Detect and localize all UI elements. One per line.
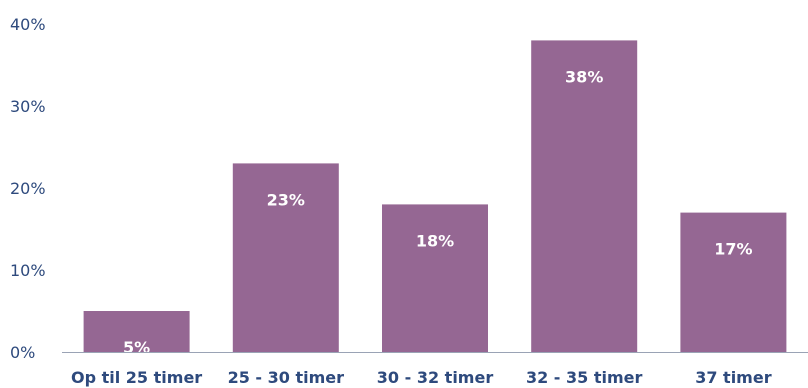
data-label: 23% xyxy=(267,190,305,209)
data-label: 38% xyxy=(565,67,603,86)
data-label: 18% xyxy=(416,231,454,250)
x-category-label: 30 - 32 timer xyxy=(377,368,494,387)
bars xyxy=(83,40,787,353)
bar xyxy=(382,204,488,352)
data-label: 17% xyxy=(714,240,752,259)
y-tick-label: 0% xyxy=(10,343,35,362)
bar xyxy=(232,163,339,352)
y-axis-tick-labels: 0% 10% 20% 30% 40% xyxy=(10,15,46,362)
data-label: 5% xyxy=(123,338,150,357)
x-category-label: Op til 25 timer xyxy=(71,368,202,387)
bar xyxy=(83,311,190,352)
bar xyxy=(680,212,787,352)
x-axis-category-labels: Op til 25 timer 25 - 30 timer 30 - 32 time… xyxy=(71,368,772,387)
x-category-label: 37 timer xyxy=(695,368,771,387)
y-tick-label: 40% xyxy=(10,15,46,34)
y-tick-label: 30% xyxy=(10,97,46,116)
y-tick-label: 20% xyxy=(10,179,46,198)
x-category-label: 25 - 30 timer xyxy=(228,368,345,387)
y-tick-label: 10% xyxy=(10,261,46,280)
bar xyxy=(531,40,638,353)
data-labels: 5% 23% 18% 38% 17% xyxy=(123,67,753,357)
x-category-label: 32 - 35 timer xyxy=(526,368,643,387)
